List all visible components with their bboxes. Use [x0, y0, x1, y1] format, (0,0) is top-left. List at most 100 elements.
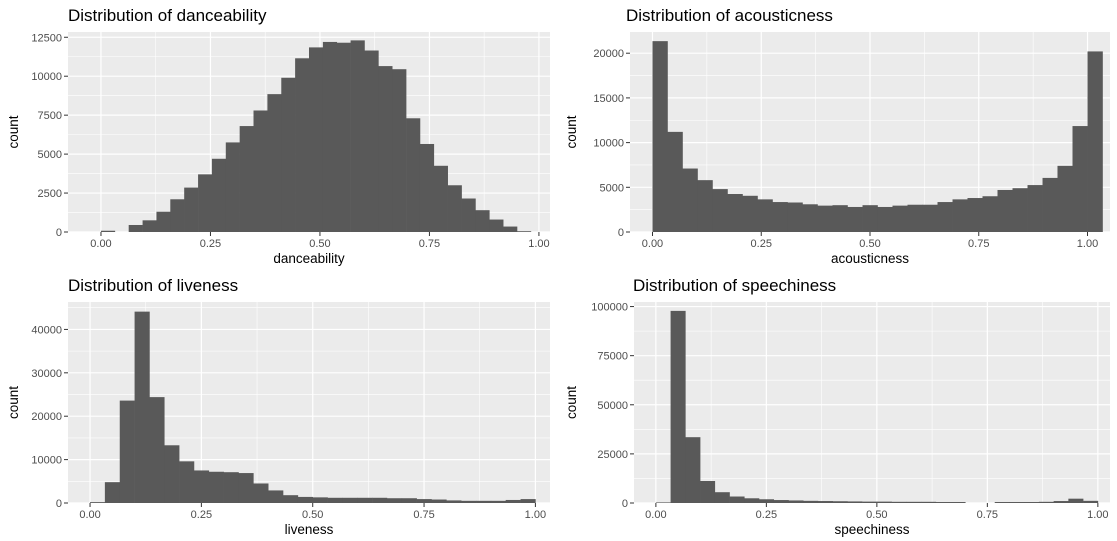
histogram-bar	[773, 500, 789, 503]
histogram-bar	[862, 205, 878, 232]
x-tick-label: 0.00	[79, 509, 100, 521]
y-axis-label: count	[564, 115, 579, 148]
y-tick-label: 2500	[38, 188, 62, 200]
histogram-bar	[475, 210, 490, 232]
histogram-bar	[517, 231, 532, 232]
histogram-bar	[1053, 501, 1069, 503]
histogram-bar	[921, 501, 937, 503]
y-tick-label: 50000	[597, 400, 628, 412]
y-tick-label: 0	[618, 227, 624, 239]
histogram-bar	[253, 483, 269, 503]
chart-speechiness: 0.00 0.25 0.50 0.75 1.00 0 25000 50000 75000 1000…	[558, 270, 1117, 541]
histogram-bar	[1012, 188, 1028, 232]
histogram-bar	[392, 69, 407, 232]
histogram-bar	[184, 187, 199, 232]
histogram-bar	[327, 497, 343, 503]
chart-acousticness: 0.00 0.25 0.50 0.75 1.00 0 5000 10000 15000 20000…	[558, 0, 1117, 270]
y-tick-label: 10000	[31, 71, 62, 83]
histogram-bar	[758, 499, 775, 503]
histogram-bar	[179, 461, 195, 503]
histogram-bar	[802, 204, 818, 232]
x-tick-label: 0.25	[191, 509, 212, 521]
histogram-bar	[714, 492, 730, 503]
x-axis-label: speechiness	[834, 522, 909, 537]
histogram-bar	[283, 495, 299, 503]
histogram-bar	[520, 499, 536, 503]
histogram-bar	[134, 311, 150, 503]
x-tick-label: 1.00	[1077, 238, 1098, 250]
y-tick-label: 7500	[38, 110, 62, 122]
x-tick-label: 0.00	[90, 238, 111, 250]
x-tick-label: 1.00	[525, 509, 546, 521]
histogram-bar	[364, 50, 379, 233]
y-tick-label: 25000	[597, 449, 628, 461]
x-tick-label: 0.75	[413, 509, 434, 521]
histogram-bar	[712, 189, 728, 232]
histogram-bar	[744, 498, 760, 503]
histogram-bar	[1009, 502, 1025, 503]
histogram-bar	[446, 500, 462, 503]
histogram-bar	[787, 202, 803, 232]
y-tick-label: 10000	[31, 455, 62, 467]
x-tick-label: 0.75	[419, 238, 440, 250]
histogram-bar	[891, 501, 907, 503]
histogram-bar	[433, 165, 448, 232]
histogram-bar	[342, 497, 358, 503]
histogram-bar	[322, 41, 338, 232]
histogram-bar	[967, 198, 983, 232]
histogram-bar	[997, 189, 1013, 232]
histogram-bar	[862, 501, 878, 503]
chart-title: Distribution of speechiness	[633, 276, 836, 295]
histogram-bar	[416, 499, 432, 503]
histogram-bar	[757, 199, 773, 232]
histogram-bar	[892, 205, 908, 232]
histogram-bar	[1087, 51, 1103, 232]
histogram-bar	[104, 482, 121, 503]
histogram-bar	[238, 473, 254, 503]
histogram-bar	[952, 199, 968, 232]
histogram-bar	[847, 206, 863, 232]
histogram-bar	[431, 499, 447, 503]
histogram-bar	[700, 481, 716, 503]
histogram-bar	[1038, 501, 1054, 503]
histogram-bar	[907, 204, 923, 232]
histogram-bar	[655, 502, 671, 503]
y-axis-label: count	[564, 386, 579, 419]
y-tick-label: 100000	[591, 302, 628, 314]
y-axis-label: count	[6, 386, 21, 419]
histogram-bar	[489, 219, 504, 232]
y-tick-label: 12500	[31, 32, 62, 44]
histogram-bar	[100, 230, 116, 232]
y-tick-label: 20000	[31, 411, 62, 423]
histogram-bar	[1072, 126, 1088, 232]
histogram-bar	[211, 158, 227, 232]
histogram-bar	[223, 472, 239, 503]
x-tick-label: 0.25	[200, 238, 221, 250]
histogram-bar	[1042, 177, 1058, 232]
histogram-bar	[505, 499, 521, 503]
histogram-bar	[832, 501, 848, 503]
y-tick-label: 75000	[597, 351, 628, 363]
histogram-bar	[350, 40, 365, 232]
histogram-bar	[1068, 498, 1084, 503]
y-tick-label: 0	[56, 498, 62, 510]
y-tick-label: 5000	[600, 182, 624, 194]
histogram-bar	[119, 400, 135, 503]
histogram-bar	[788, 500, 804, 503]
histogram-bar	[253, 110, 268, 232]
histogram-bar	[312, 497, 328, 503]
chart-title: Distribution of danceability	[68, 6, 267, 25]
histogram-bar	[982, 196, 998, 232]
histogram-bar	[295, 58, 310, 232]
histogram-bar	[682, 168, 698, 232]
histogram-bar	[198, 174, 213, 232]
histogram-bar	[447, 185, 462, 232]
histogram-bar	[170, 199, 185, 232]
x-tick-label: 0.50	[302, 509, 323, 521]
y-axis-label: count	[6, 115, 21, 148]
x-tick-label: 0.50	[309, 238, 330, 250]
histogram-bar	[1024, 502, 1040, 503]
histogram-bar	[490, 500, 506, 503]
y-tick-label: 0	[56, 227, 62, 239]
histogram-bar	[372, 497, 388, 503]
